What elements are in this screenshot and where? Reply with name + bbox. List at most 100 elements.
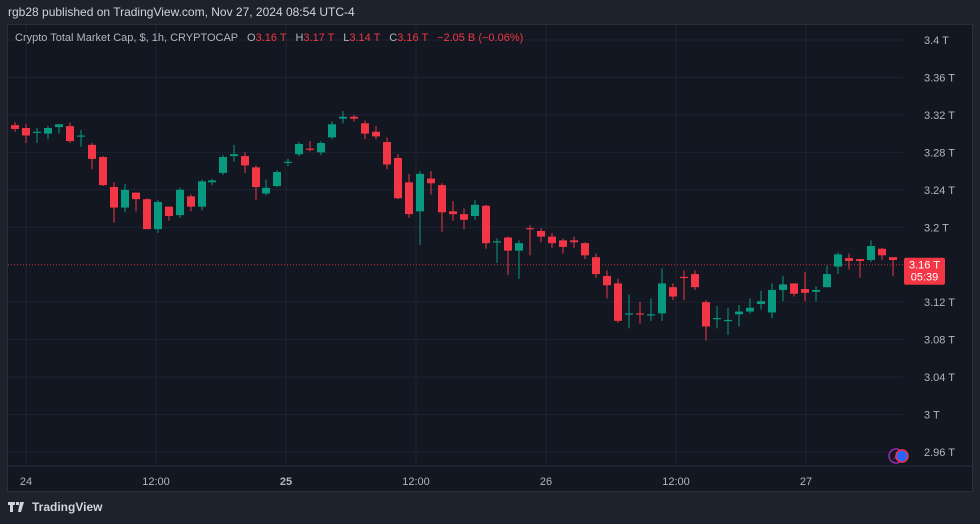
- candle[interactable]: [230, 144, 238, 162]
- candle[interactable]: [198, 179, 206, 211]
- candle[interactable]: [449, 201, 457, 221]
- candle[interactable]: [801, 272, 809, 302]
- candle[interactable]: [416, 171, 424, 246]
- candle[interactable]: [295, 142, 303, 157]
- candle[interactable]: [867, 240, 875, 262]
- candle[interactable]: [132, 192, 140, 212]
- candle[interactable]: [746, 298, 754, 314]
- candle[interactable]: [691, 270, 699, 290]
- event-marker-icon[interactable]: [888, 448, 909, 464]
- candle[interactable]: [66, 122, 74, 143]
- candle[interactable]: [383, 137, 391, 170]
- candle[interactable]: [143, 198, 151, 230]
- candle[interactable]: [548, 232, 556, 248]
- svg-text:3.16 T: 3.16 T: [909, 260, 940, 272]
- candle[interactable]: [823, 265, 831, 288]
- candle[interactable]: [44, 126, 52, 140]
- candle[interactable]: [361, 120, 369, 140]
- candle[interactable]: [702, 300, 710, 341]
- candle[interactable]: [77, 129, 85, 147]
- candle[interactable]: [658, 268, 666, 321]
- candle[interactable]: [121, 184, 129, 213]
- y-axis-label: 3.2 T: [924, 222, 949, 234]
- candle[interactable]: [33, 128, 41, 143]
- candle[interactable]: [22, 124, 30, 143]
- candle[interactable]: [99, 156, 107, 187]
- x-axis-label: 12:00: [402, 476, 430, 488]
- chart-legend: Crypto Total Market Cap, $, 1h, CRYPTOCA…: [15, 32, 524, 44]
- symbol-title: Crypto Total Market Cap, $, 1h, CRYPTOCA…: [15, 32, 238, 44]
- candle[interactable]: [537, 228, 545, 243]
- candle[interactable]: [834, 252, 842, 275]
- y-axis-label: 3.4 T: [924, 35, 949, 47]
- candle[interactable]: [328, 121, 336, 140]
- candle[interactable]: [460, 208, 468, 230]
- y-axis-label: 3.08 T: [924, 335, 955, 347]
- candle[interactable]: [713, 305, 721, 329]
- candle[interactable]: [812, 286, 820, 302]
- candle[interactable]: [647, 298, 655, 321]
- candle[interactable]: [262, 179, 270, 196]
- candle[interactable]: [241, 152, 249, 173]
- tradingview-logo-icon: [8, 502, 24, 512]
- candle[interactable]: [559, 238, 567, 254]
- candle[interactable]: [614, 278, 622, 323]
- high-value: 3.17 T: [303, 32, 335, 44]
- candle[interactable]: [55, 124, 63, 134]
- candle[interactable]: [592, 253, 600, 278]
- y-axis-label: 3.12 T: [924, 297, 955, 309]
- candle[interactable]: [339, 111, 347, 124]
- candle[interactable]: [757, 290, 765, 310]
- footer-brand[interactable]: TradingView: [8, 500, 102, 514]
- candle[interactable]: [219, 155, 227, 175]
- x-axis-label: 25: [280, 476, 292, 488]
- svg-text:05:39: 05:39: [911, 272, 939, 284]
- candle[interactable]: [526, 225, 534, 256]
- candle[interactable]: [625, 294, 633, 329]
- candle[interactable]: [680, 270, 688, 301]
- candle[interactable]: [856, 259, 864, 278]
- candle[interactable]: [187, 194, 195, 212]
- y-axis-label: 3.32 T: [924, 110, 955, 122]
- candle[interactable]: [165, 206, 173, 221]
- candle[interactable]: [482, 204, 490, 249]
- candle[interactable]: [570, 236, 578, 248]
- candle[interactable]: [581, 242, 589, 260]
- candle[interactable]: [405, 173, 413, 218]
- candle[interactable]: [208, 178, 216, 186]
- candle[interactable]: [768, 283, 776, 319]
- candle[interactable]: [515, 240, 523, 279]
- candle[interactable]: [252, 165, 260, 201]
- candle[interactable]: [11, 122, 19, 132]
- candle[interactable]: [603, 270, 611, 299]
- candle[interactable]: [427, 171, 435, 195]
- candle[interactable]: [306, 141, 314, 152]
- candle[interactable]: [669, 283, 677, 301]
- candle[interactable]: [878, 247, 886, 261]
- candle[interactable]: [493, 238, 501, 263]
- close-value: 3.16 T: [397, 32, 428, 44]
- candle[interactable]: [779, 275, 787, 302]
- candle[interactable]: [889, 257, 897, 276]
- candle[interactable]: [154, 200, 162, 233]
- candle[interactable]: [636, 302, 644, 324]
- candle[interactable]: [724, 307, 732, 335]
- candle[interactable]: [372, 126, 380, 140]
- candle[interactable]: [790, 283, 798, 297]
- candle[interactable]: [176, 187, 184, 218]
- candle[interactable]: [735, 304, 743, 327]
- candle[interactable]: [110, 182, 118, 223]
- candle[interactable]: [504, 236, 512, 275]
- candle[interactable]: [471, 200, 479, 220]
- candle[interactable]: [273, 170, 281, 187]
- candle[interactable]: [350, 114, 358, 122]
- candle[interactable]: [88, 142, 96, 170]
- candle[interactable]: [284, 158, 292, 167]
- candle[interactable]: [438, 183, 446, 232]
- candle[interactable]: [317, 141, 325, 156]
- candle[interactable]: [845, 253, 853, 270]
- change-value: −2.05 B (−0.06%): [437, 32, 524, 44]
- y-axis-label: 3.36 T: [924, 72, 955, 84]
- candle[interactable]: [394, 154, 402, 200]
